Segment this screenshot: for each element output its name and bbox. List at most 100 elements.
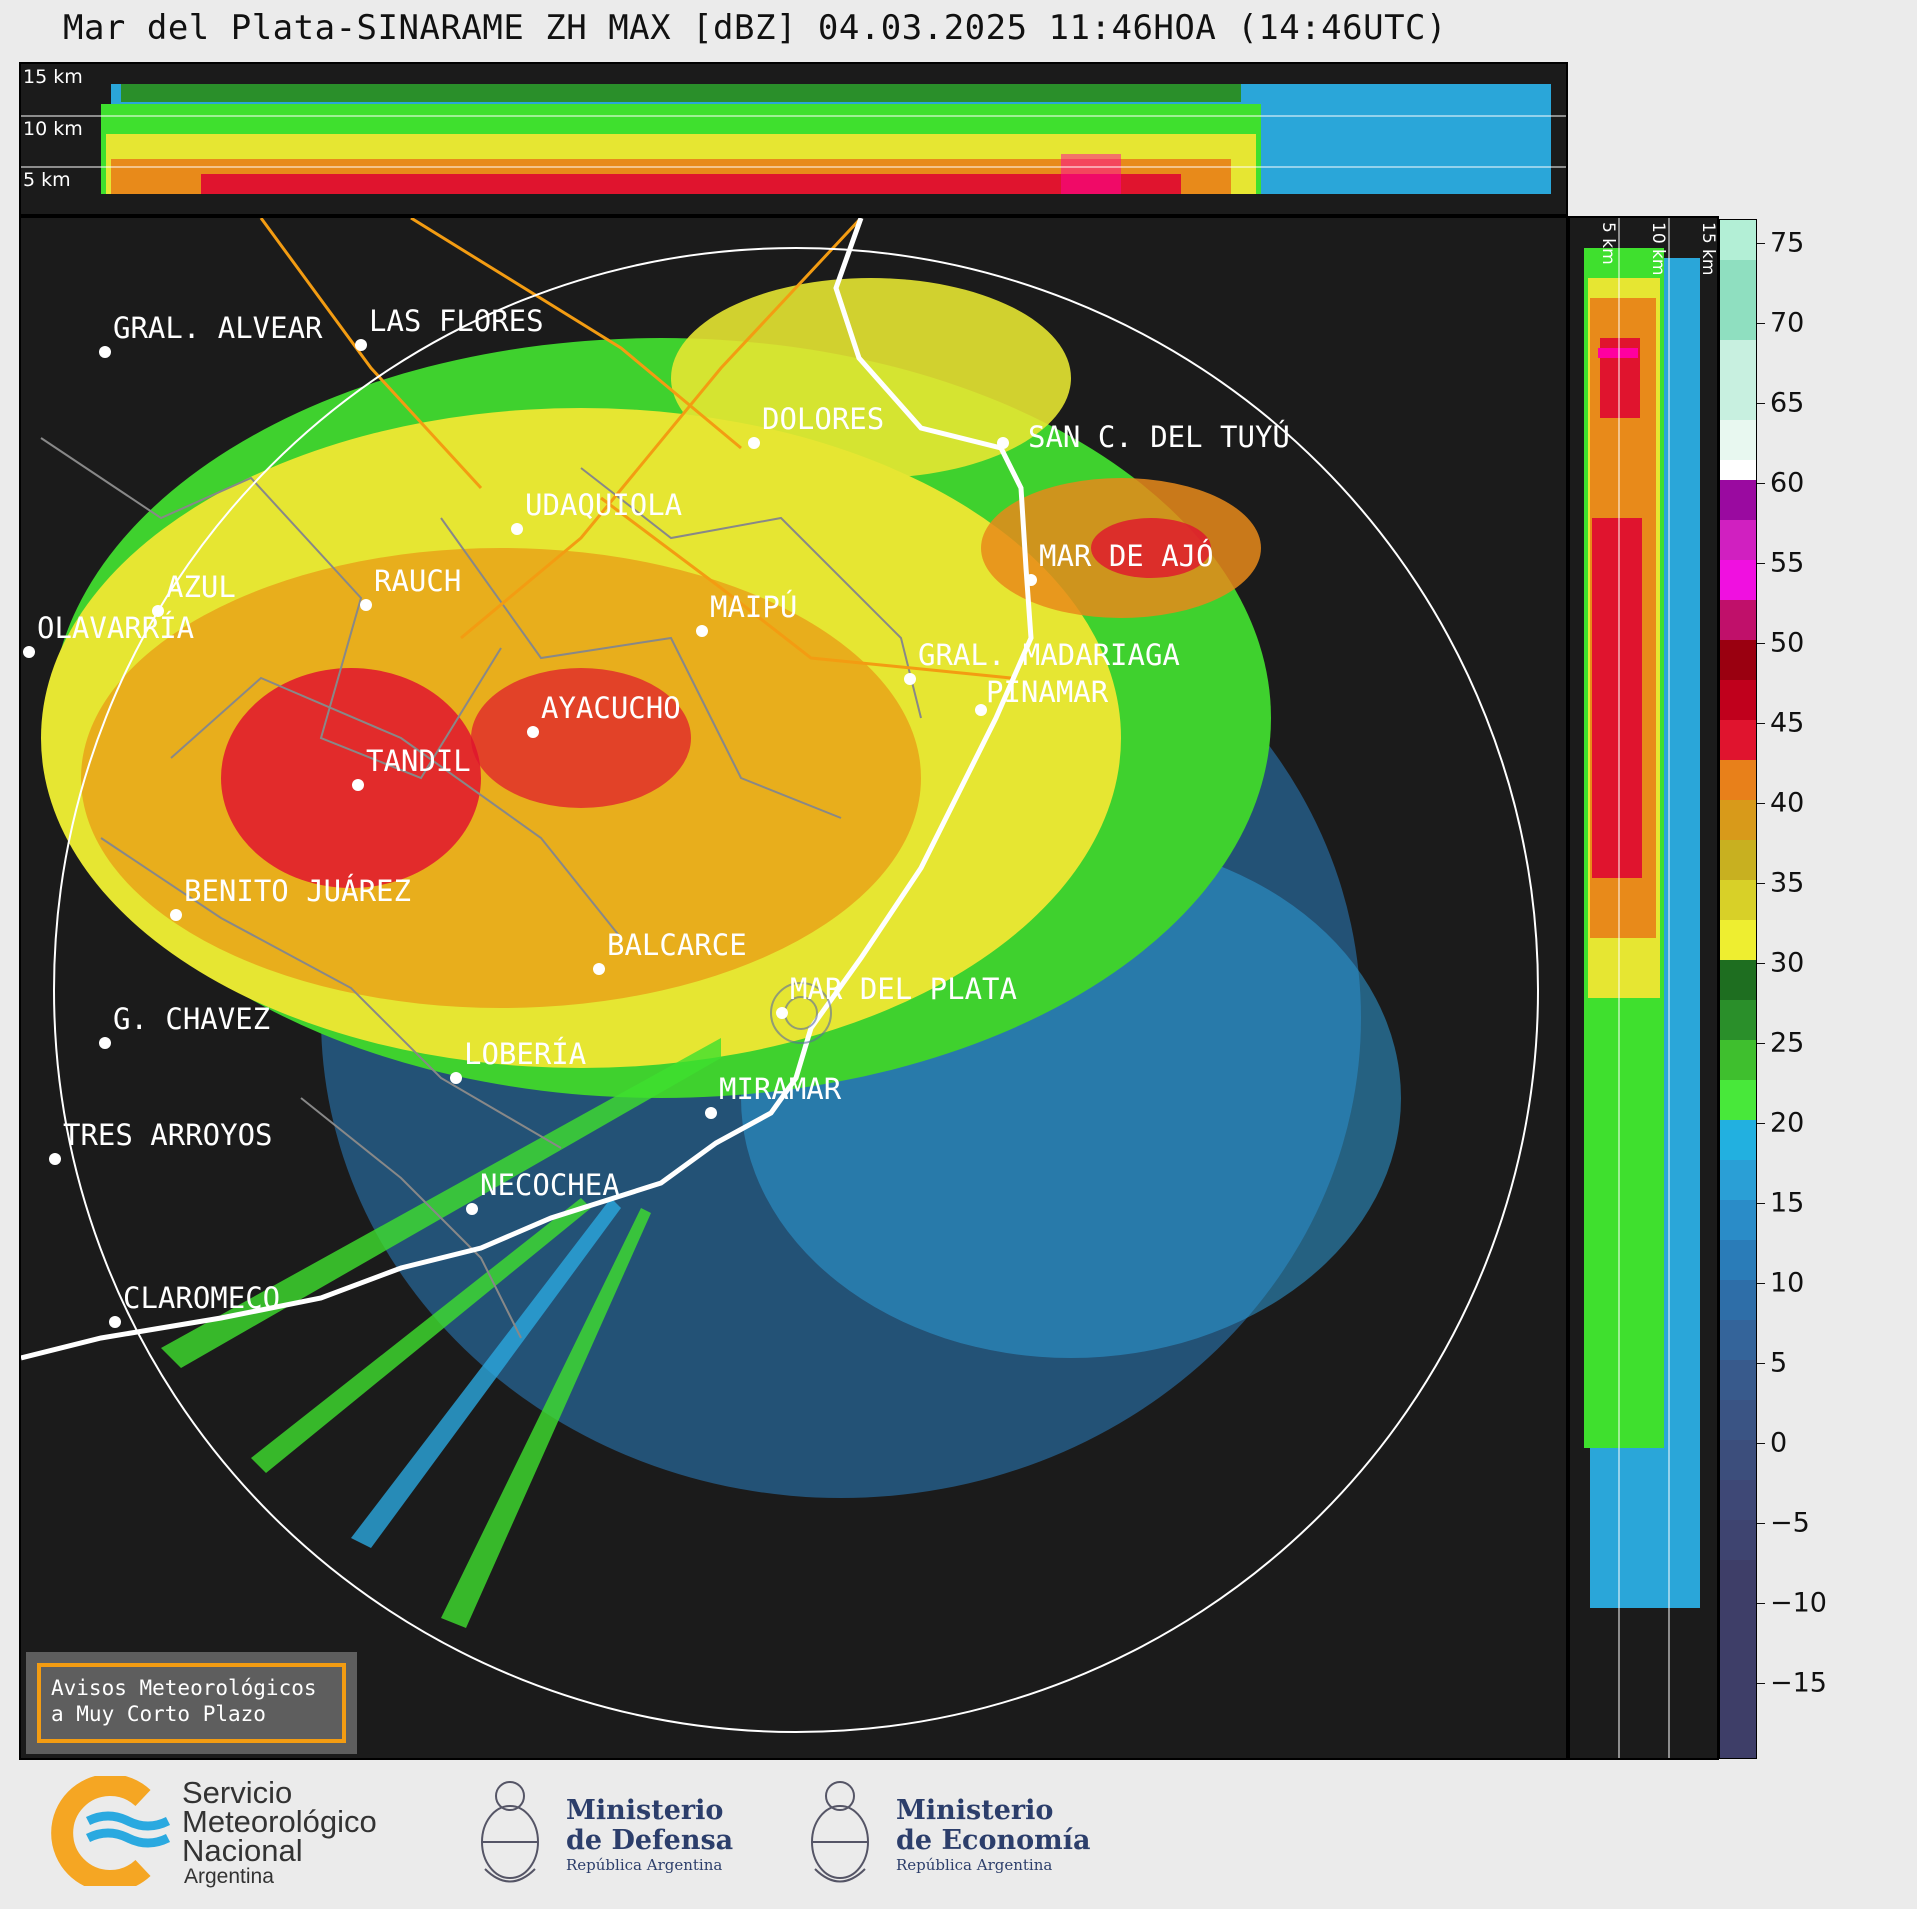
colorbar-tick-label: 10	[1770, 1267, 1805, 1299]
side-height-panel: 5 km 10 km 15 km	[1568, 216, 1719, 1760]
colorbar-tick-label: 15	[1770, 1187, 1805, 1219]
side-label-5: 5 km	[1598, 222, 1618, 265]
svg-text:BENITO JUÁREZ: BENITO JUÁREZ	[184, 874, 411, 908]
svg-text:TRES ARROYOS: TRES ARROYOS	[63, 1118, 273, 1152]
city-miramar: MIRAMAR	[705, 1072, 842, 1119]
city-loberia: LOBERÍA	[450, 1037, 586, 1084]
aviso-line1: Avisos Meteorológicos	[51, 1676, 317, 1700]
city-ayacucho: AYACUCHO	[527, 691, 681, 738]
svg-text:MAR DEL PLATA: MAR DEL PLATA	[790, 972, 1017, 1006]
chart-title: Mar del Plata-SINARAME ZH MAX [dBZ] 04.0…	[62, 8, 1447, 48]
city-rauch: RAUCH	[360, 564, 461, 611]
side-echo-profile	[1584, 218, 1700, 1758]
colorbar-tick	[1757, 1363, 1765, 1364]
colorbar-tick-label: 55	[1770, 547, 1805, 579]
range-ring	[53, 247, 1539, 1733]
city-tandil: TANDIL	[352, 744, 471, 791]
city-gral-alvear: GRAL. ALVEAR	[99, 311, 323, 358]
colorbar-tick-label: 45	[1770, 707, 1805, 739]
partido-boundaries	[40, 437, 922, 1339]
defensa-coat-of-arms-icon	[481, 1781, 539, 1883]
colorbar-tick	[1757, 403, 1765, 404]
colorbar-tick	[1757, 1043, 1765, 1044]
svg-text:G. CHAVEZ: G. CHAVEZ	[113, 1002, 270, 1036]
colorbar-tick-label: 70	[1770, 307, 1805, 339]
smn-logo	[51, 1776, 171, 1886]
svg-text:AZUL: AZUL	[166, 570, 236, 604]
colorbar-tick-label: 0	[1770, 1427, 1788, 1459]
colorbar-tick-label: −10	[1770, 1587, 1827, 1619]
colorbar-tick-label: 5	[1770, 1347, 1788, 1379]
svg-text:CLAROMECO: CLAROMECO	[123, 1281, 280, 1315]
side-label-10: 10 km	[1648, 222, 1668, 276]
svg-text:PINAMAR: PINAMAR	[986, 675, 1109, 709]
colorbar-tick	[1757, 323, 1765, 324]
top-echo-profile	[21, 84, 1566, 194]
colorbar-tick	[1757, 1203, 1765, 1204]
city-markers: GRAL. ALVEAR LAS FLORES DOLORES SAN C. D…	[23, 304, 1290, 1328]
height-label-15: 15 km	[23, 66, 83, 88]
city-azul: AZUL	[152, 570, 236, 617]
economia-text: Ministerio de Economía República Argenti…	[896, 1795, 1091, 1875]
colorbar-tick-label: 20	[1770, 1107, 1805, 1139]
svg-text:DOLORES: DOLORES	[762, 402, 884, 436]
city-dolores: DOLORES	[748, 402, 884, 449]
city-udaquiola: UDAQUIOLA	[511, 488, 682, 535]
svg-text:TANDIL: TANDIL	[366, 744, 471, 778]
colorbar-tick	[1757, 803, 1765, 804]
colorbar-tick	[1757, 963, 1765, 964]
city-g-chavez: G. CHAVEZ	[99, 1002, 270, 1049]
colorbar-tick-label: 50	[1770, 627, 1805, 659]
roads	[259, 218, 1012, 680]
colorbar-tick-label: 30	[1770, 947, 1805, 979]
colorbar-tick-label: 35	[1770, 867, 1805, 899]
side-label-15: 15 km	[1698, 222, 1718, 276]
colorbar-tick	[1757, 243, 1765, 244]
svg-text:MIRAMAR: MIRAMAR	[719, 1072, 842, 1106]
svg-text:GRAL. ALVEAR: GRAL. ALVEAR	[113, 311, 323, 345]
city-mar-del-plata: MAR DEL PLATA	[776, 972, 1017, 1019]
svg-text:AYACUCHO: AYACUCHO	[541, 691, 681, 725]
svg-text:LAS FLORES: LAS FLORES	[369, 304, 544, 338]
colorbar-tick	[1757, 1603, 1765, 1604]
economia-coat-of-arms-icon	[811, 1781, 869, 1883]
colorbar	[1719, 219, 1757, 1759]
city-pinamar: PINAMAR	[975, 675, 1109, 716]
city-olavarria: OLAVARRÍA	[23, 611, 194, 658]
colorbar-tick	[1757, 563, 1765, 564]
colorbar-tick	[1757, 1123, 1765, 1124]
colorbar-tick	[1757, 643, 1765, 644]
svg-text:RAUCH: RAUCH	[374, 564, 461, 598]
colorbar-tick	[1757, 1523, 1765, 1524]
svg-text:MAR DE AJÓ: MAR DE AJÓ	[1039, 539, 1214, 573]
city-maipu: MAIPÚ	[696, 590, 797, 637]
smn-text: Servicio Meteorológico Nacional Argentin…	[182, 1775, 377, 1888]
colorbar-tick-label: −15	[1770, 1667, 1827, 1699]
city-necochea: NECOCHEA	[466, 1168, 620, 1215]
svg-text:BALCARCE: BALCARCE	[607, 928, 747, 962]
height-label-5: 5 km	[23, 169, 71, 191]
svg-text:GRAL. MADARIAGA: GRAL. MADARIAGA	[918, 638, 1180, 672]
footer-logos: Servicio Meteorológico Nacional Argentin…	[0, 1762, 1917, 1909]
colorbar-tick	[1757, 723, 1765, 724]
svg-text:OLAVARRÍA: OLAVARRÍA	[37, 611, 194, 645]
svg-text:MAIPÚ: MAIPÚ	[710, 590, 797, 624]
echo-field	[41, 278, 1401, 1628]
city-las-flores: LAS FLORES	[355, 304, 544, 351]
colorbar-tick	[1757, 1683, 1765, 1684]
colorbar-tick	[1757, 1283, 1765, 1284]
city-benito-juarez: BENITO JUÁREZ	[170, 874, 411, 921]
defensa-text: Ministerio de Defensa República Argentin…	[566, 1795, 734, 1875]
svg-text:NECOCHEA: NECOCHEA	[480, 1168, 620, 1202]
colorbar-tick	[1757, 883, 1765, 884]
colorbar-tick-label: 25	[1770, 1027, 1805, 1059]
aviso-line2: a Muy Corto Plazo	[51, 1702, 266, 1726]
city-tres-arroyos: TRES ARROYOS	[49, 1118, 273, 1165]
colorbar-tick-label: 75	[1770, 227, 1805, 259]
radar-map: GRAL. ALVEAR LAS FLORES DOLORES SAN C. D…	[19, 216, 1568, 1760]
colorbar-tick-label: −5	[1770, 1507, 1810, 1539]
aviso-box[interactable]: Avisos Meteorológicos a Muy Corto Plazo	[26, 1652, 357, 1754]
colorbar-tick-label: 65	[1770, 387, 1805, 419]
city-gral-madariaga: GRAL. MADARIAGA	[904, 638, 1180, 685]
svg-text:UDAQUIOLA: UDAQUIOLA	[525, 488, 682, 522]
